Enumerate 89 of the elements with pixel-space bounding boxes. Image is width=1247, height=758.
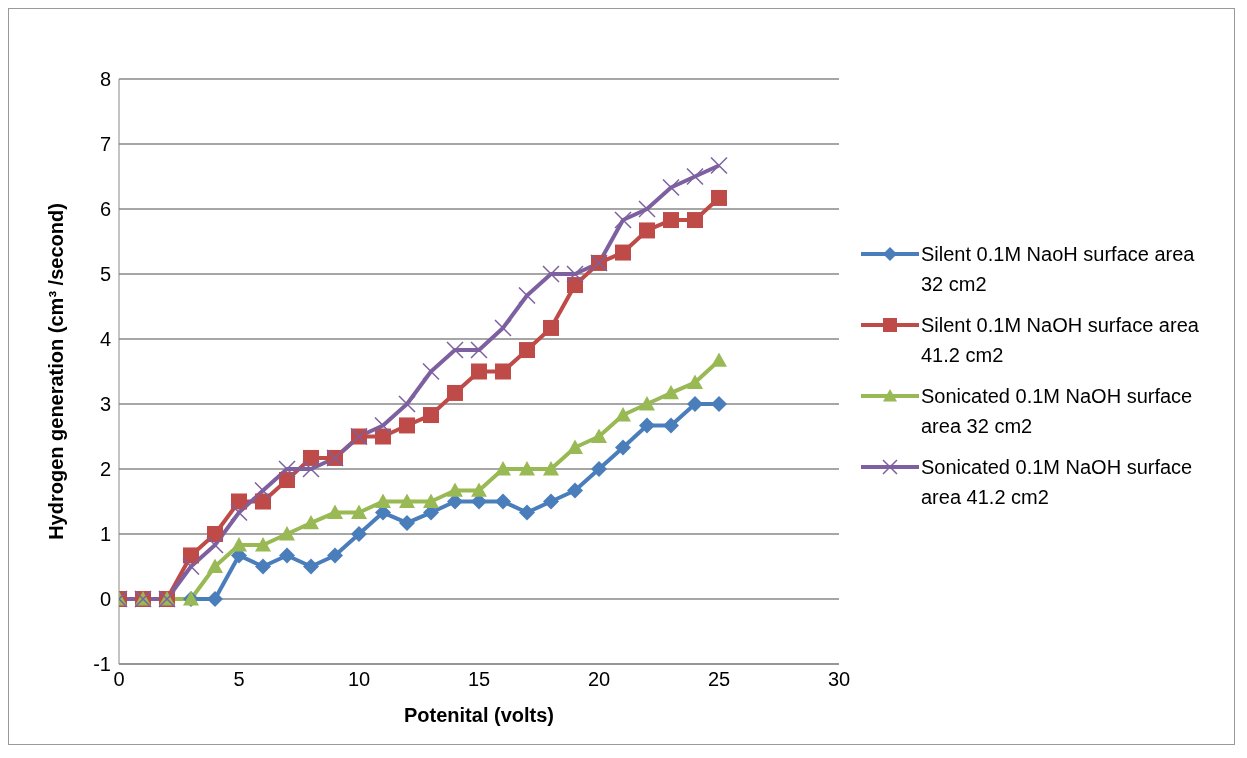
point — [278, 460, 296, 478]
point — [471, 363, 487, 380]
point — [663, 212, 679, 229]
point — [495, 493, 511, 510]
y-tick-label: 4 — [99, 328, 111, 351]
y-tick-label: 2 — [99, 458, 111, 481]
point — [255, 493, 271, 510]
x-tick-label: 30 — [827, 668, 851, 691]
y-tick-label: 6 — [99, 198, 111, 221]
point — [543, 461, 559, 476]
point — [615, 407, 631, 422]
point — [375, 428, 391, 445]
point — [423, 493, 439, 508]
point — [423, 407, 439, 424]
point — [279, 547, 295, 564]
point — [303, 514, 319, 530]
x-tick-label: 25 — [707, 668, 731, 691]
point — [374, 416, 392, 435]
point — [663, 417, 679, 434]
point — [687, 374, 703, 389]
point — [303, 558, 319, 575]
point — [375, 493, 391, 508]
point — [327, 504, 343, 519]
point — [471, 482, 487, 497]
point — [230, 503, 248, 522]
point — [351, 504, 367, 519]
y-tick-label: 7 — [99, 133, 111, 156]
point — [231, 493, 247, 510]
point — [639, 222, 655, 239]
point — [447, 482, 463, 497]
point — [182, 557, 200, 576]
point — [231, 537, 247, 552]
point — [591, 461, 607, 477]
y-tick-label: 8 — [99, 68, 111, 91]
point — [615, 244, 631, 261]
point — [254, 481, 272, 500]
point — [615, 439, 631, 456]
point — [711, 352, 727, 367]
point — [399, 493, 415, 508]
point — [279, 526, 295, 541]
x-tick-label: 10 — [347, 668, 371, 691]
y-tick-label: 0 — [99, 588, 111, 611]
point — [495, 461, 511, 476]
y-tick-label: 3 — [99, 393, 111, 416]
point — [255, 537, 271, 552]
point — [567, 439, 583, 454]
point — [183, 547, 199, 564]
legend-label: Sonicated 0.1M NaOH surface area 32 cm2 — [921, 383, 1194, 439]
x-axis-title: Potenital (volts) — [403, 704, 555, 726]
point — [543, 319, 559, 336]
point — [255, 558, 271, 575]
point — [687, 212, 703, 229]
point — [207, 558, 223, 573]
point — [639, 396, 655, 411]
point — [519, 504, 535, 521]
point — [639, 417, 655, 434]
point — [662, 178, 680, 197]
legend-label: Sonicated 0.1M NaOH surface area 41.2 cm2 — [921, 454, 1194, 510]
y-tick-label: -1 — [93, 653, 111, 676]
y-tick-label: 5 — [99, 263, 111, 286]
point — [495, 363, 511, 380]
point — [207, 591, 223, 607]
point — [519, 461, 535, 476]
point — [614, 211, 632, 229]
point — [519, 342, 535, 359]
x-tick-label: 15 — [467, 668, 491, 691]
legend-label: Silent 0.1M NaoH surface area 32 cm2 — [921, 241, 1196, 297]
point — [543, 493, 559, 510]
point — [447, 384, 463, 401]
point — [351, 526, 367, 542]
point — [399, 417, 415, 434]
legend-label: Silent 0.1M NaOH surface area 41.2 cm2 — [921, 312, 1200, 368]
y-tick-label: 1 — [99, 523, 111, 546]
point — [711, 396, 727, 412]
x-tick-label: 5 — [233, 668, 245, 691]
x-tick-label: 20 — [587, 668, 611, 691]
point — [327, 547, 343, 564]
x-tick-label: 0 — [113, 668, 125, 691]
point — [711, 189, 727, 206]
point — [302, 460, 320, 478]
point — [567, 482, 583, 499]
point — [399, 514, 415, 531]
point — [687, 396, 703, 412]
point — [686, 167, 704, 186]
y-axis-title: Hydrogen generation (cm³ /second) — [45, 203, 67, 540]
point — [566, 265, 584, 283]
point — [591, 428, 607, 443]
point — [663, 384, 679, 400]
point — [710, 156, 728, 175]
